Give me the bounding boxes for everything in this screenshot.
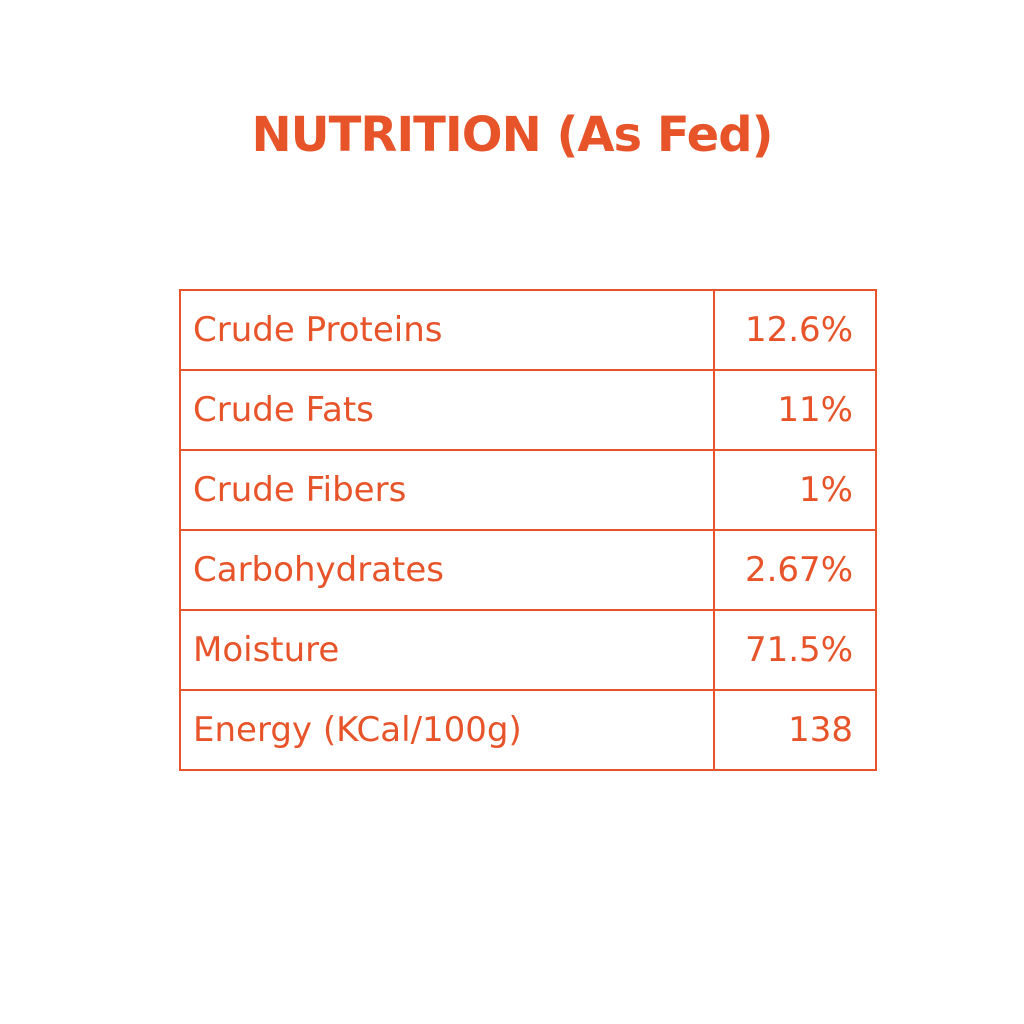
nutrient-value: 11%	[713, 369, 877, 451]
nutrient-name: Energy (KCal/100g)	[179, 689, 715, 771]
table-row: Crude Proteins 12.6%	[179, 289, 877, 371]
table-row: Carbohydrates 2.67%	[179, 529, 877, 611]
nutrient-name: Moisture	[179, 609, 715, 691]
nutrient-value: 12.6%	[713, 289, 877, 371]
nutrient-name: Crude Fats	[179, 369, 715, 451]
nutrient-name: Crude Proteins	[179, 289, 715, 371]
nutrition-table: Crude Proteins 12.6% Crude Fats 11% Crude Fi…	[179, 289, 877, 771]
nutrient-value: 138	[713, 689, 877, 771]
table-row: Crude Fibers 1%	[179, 449, 877, 531]
nutrient-value: 1%	[713, 449, 877, 531]
nutrient-value: 2.67%	[713, 529, 877, 611]
nutrient-name: Carbohydrates	[179, 529, 715, 611]
nutrient-name: Crude Fibers	[179, 449, 715, 531]
nutrient-value: 71.5%	[713, 609, 877, 691]
table-row: Energy (KCal/100g) 138	[179, 689, 877, 771]
table-row: Moisture 71.5%	[179, 609, 877, 691]
title: NUTRITION (As Fed)	[251, 107, 773, 163]
table-row: Crude Fats 11%	[179, 369, 877, 451]
